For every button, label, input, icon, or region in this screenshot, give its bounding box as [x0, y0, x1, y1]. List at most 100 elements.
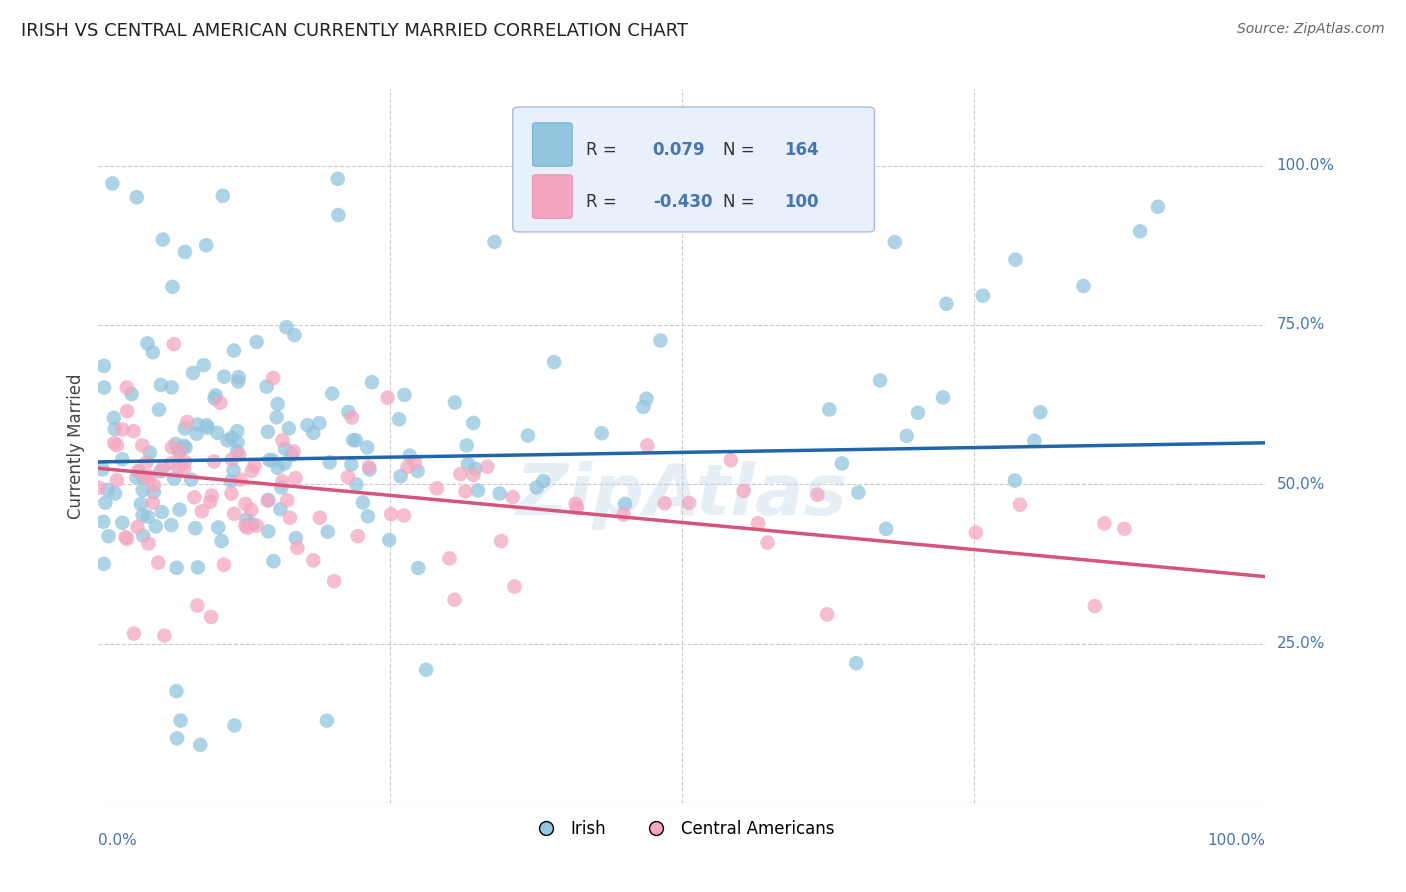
Point: [564, 497, 586, 511]
Point: [221, 486, 243, 500]
Point: [160, 456, 183, 470]
Point: [467, 483, 489, 498]
Text: N =: N =: [723, 141, 759, 159]
Point: [283, 444, 305, 458]
Point: [896, 429, 918, 443]
Point: [357, 459, 380, 474]
Point: [276, 320, 298, 334]
Point: [266, 410, 288, 425]
Point: [246, 518, 269, 533]
Point: [136, 471, 159, 485]
Point: [361, 375, 384, 389]
Point: [818, 402, 841, 417]
Point: [408, 561, 430, 575]
Point: [153, 629, 176, 643]
Point: [262, 453, 284, 467]
Point: [219, 474, 242, 488]
Point: [502, 490, 524, 504]
Point: [93, 557, 115, 571]
Point: [531, 474, 554, 488]
Point: [200, 610, 222, 624]
Point: [91, 515, 114, 529]
Point: [169, 714, 191, 728]
Point: [195, 238, 218, 252]
Point: [204, 388, 226, 402]
Point: [186, 417, 208, 432]
Point: [93, 359, 115, 373]
Point: [439, 551, 461, 566]
Point: [340, 410, 363, 425]
Point: [612, 508, 634, 522]
Point: [136, 336, 159, 351]
Point: [138, 469, 160, 483]
Point: [281, 448, 304, 462]
Point: [162, 280, 184, 294]
Point: [262, 371, 284, 385]
Point: [115, 404, 138, 418]
Point: [308, 416, 330, 430]
Point: [152, 461, 174, 475]
Point: [127, 464, 149, 478]
Text: IRISH VS CENTRAL AMERICAN CURRENTLY MARRIED CORRELATION CHART: IRISH VS CENTRAL AMERICAN CURRENTLY MARR…: [21, 22, 688, 40]
Point: [129, 497, 152, 511]
Point: [406, 464, 429, 478]
Point: [352, 495, 374, 509]
Point: [103, 410, 125, 425]
Point: [125, 190, 148, 204]
Point: [166, 731, 188, 746]
Point: [105, 473, 128, 487]
Point: [654, 496, 676, 510]
Point: [270, 481, 292, 495]
Point: [394, 388, 416, 402]
Point: [1114, 522, 1136, 536]
Point: [278, 510, 301, 524]
Text: 100.0%: 100.0%: [1277, 158, 1334, 173]
Point: [388, 412, 411, 426]
Point: [139, 445, 162, 459]
Point: [103, 436, 125, 450]
Point: [165, 684, 187, 698]
Point: [565, 500, 588, 515]
Point: [650, 334, 672, 348]
Point: [720, 453, 742, 467]
Point: [756, 535, 779, 549]
Point: [302, 553, 325, 567]
Point: [875, 522, 897, 536]
Point: [180, 473, 202, 487]
Text: R =: R =: [586, 193, 623, 211]
Point: [678, 496, 700, 510]
Point: [163, 337, 186, 351]
Text: Source: ZipAtlas.com: Source: ZipAtlas.com: [1237, 22, 1385, 37]
Point: [287, 541, 309, 555]
Point: [105, 438, 128, 452]
Point: [87, 481, 110, 495]
Point: [142, 478, 165, 492]
FancyBboxPatch shape: [513, 107, 875, 232]
Point: [266, 397, 288, 411]
Point: [104, 486, 127, 500]
Point: [202, 454, 225, 468]
Point: [212, 369, 235, 384]
Point: [235, 497, 257, 511]
Point: [148, 556, 170, 570]
Point: [221, 431, 243, 445]
Point: [396, 459, 419, 474]
Text: ZipAtlas: ZipAtlas: [516, 461, 848, 531]
Point: [356, 441, 378, 455]
Point: [965, 525, 987, 540]
Point: [259, 453, 281, 467]
Point: [392, 508, 415, 523]
Point: [211, 533, 233, 548]
Point: [131, 508, 153, 523]
Point: [235, 518, 257, 533]
Point: [443, 592, 465, 607]
Point: [224, 718, 246, 732]
Point: [187, 560, 209, 574]
Point: [526, 480, 548, 494]
Point: [1129, 224, 1152, 238]
Point: [398, 449, 420, 463]
Text: -0.430: -0.430: [652, 193, 713, 211]
Point: [188, 738, 211, 752]
Text: 75.0%: 75.0%: [1277, 318, 1324, 333]
Point: [831, 456, 853, 470]
